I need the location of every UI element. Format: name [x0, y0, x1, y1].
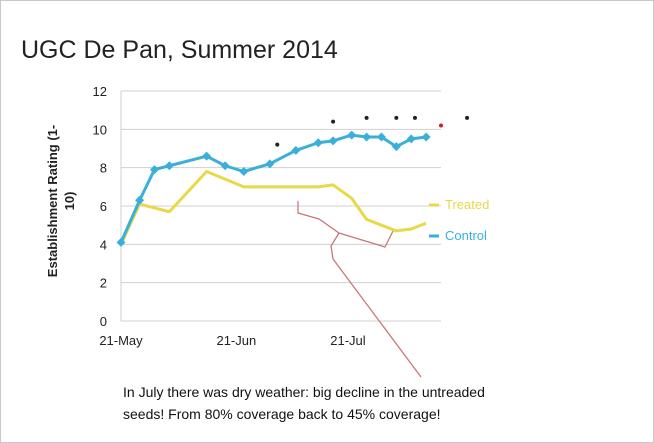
y-axis-label-line-2: 10) [62, 192, 77, 211]
x-tick-label: 21-Jun [216, 333, 256, 348]
y-tick-label: 2 [100, 276, 107, 291]
data-point-control [164, 161, 174, 171]
annotation-bracket-left [330, 232, 340, 260]
series-line-treated [119, 170, 427, 245]
data-point-control [376, 132, 386, 142]
significance-dot [275, 142, 280, 147]
significance-dot [394, 115, 399, 120]
y-tick-labels: 0 2 4 6 8 10 12 [93, 84, 107, 329]
annotation-pointer [332, 258, 422, 378]
y-axis-label-line-1: Establishment Rating (1- [45, 125, 60, 277]
data-point-control [135, 195, 145, 205]
data-point-control [220, 161, 230, 171]
legend-label-treated: Treated [445, 197, 489, 212]
chart-title: UGC De Pan, Summer 2014 [21, 36, 338, 64]
data-point-control [291, 145, 301, 155]
series [116, 130, 431, 247]
legend: Treated Control [429, 197, 489, 243]
significance-dot [331, 119, 336, 124]
gridlines [120, 90, 441, 322]
legend-label-control: Control [445, 228, 487, 243]
annotation-bracket [297, 201, 394, 248]
significance-dot [439, 123, 443, 128]
data-point-control [265, 159, 275, 169]
annotation-callout [297, 201, 422, 378]
y-tick-label: 10 [93, 122, 107, 137]
data-point-control [421, 132, 431, 142]
y-axis-label: Establishment Rating (1- 10) [45, 125, 77, 277]
y-tick-label: 12 [93, 84, 107, 99]
annotation-line-1: In July there was dry weather: big decli… [123, 384, 485, 400]
data-point-control [328, 136, 338, 146]
y-tick-label: 6 [100, 199, 107, 214]
data-point-control [202, 151, 212, 161]
significance-dot [412, 115, 417, 120]
x-tick-label: 21-Jul [330, 333, 366, 348]
data-point-control [149, 165, 159, 175]
data-point-control [347, 130, 357, 140]
x-tick-label: 21-May [99, 333, 143, 348]
significance-markers [275, 115, 470, 147]
y-tick-label: 4 [100, 237, 107, 252]
y-tick-label: 0 [100, 314, 107, 329]
annotation-text: In July there was dry weather: big decli… [123, 384, 485, 422]
significance-dot [465, 115, 470, 120]
data-point-control [391, 142, 401, 152]
x-tick-labels: 21-May 21-Jun 21-Jul [99, 333, 365, 348]
data-point-control [239, 167, 249, 176]
annotation-line-2: seeds! From 80% coverage back to 45% cov… [123, 406, 441, 422]
significance-dot [364, 115, 369, 120]
data-point-control [116, 237, 126, 247]
data-point-control [362, 132, 372, 142]
y-tick-label: 8 [100, 161, 107, 176]
data-point-control [406, 134, 416, 144]
data-point-control [313, 138, 323, 148]
